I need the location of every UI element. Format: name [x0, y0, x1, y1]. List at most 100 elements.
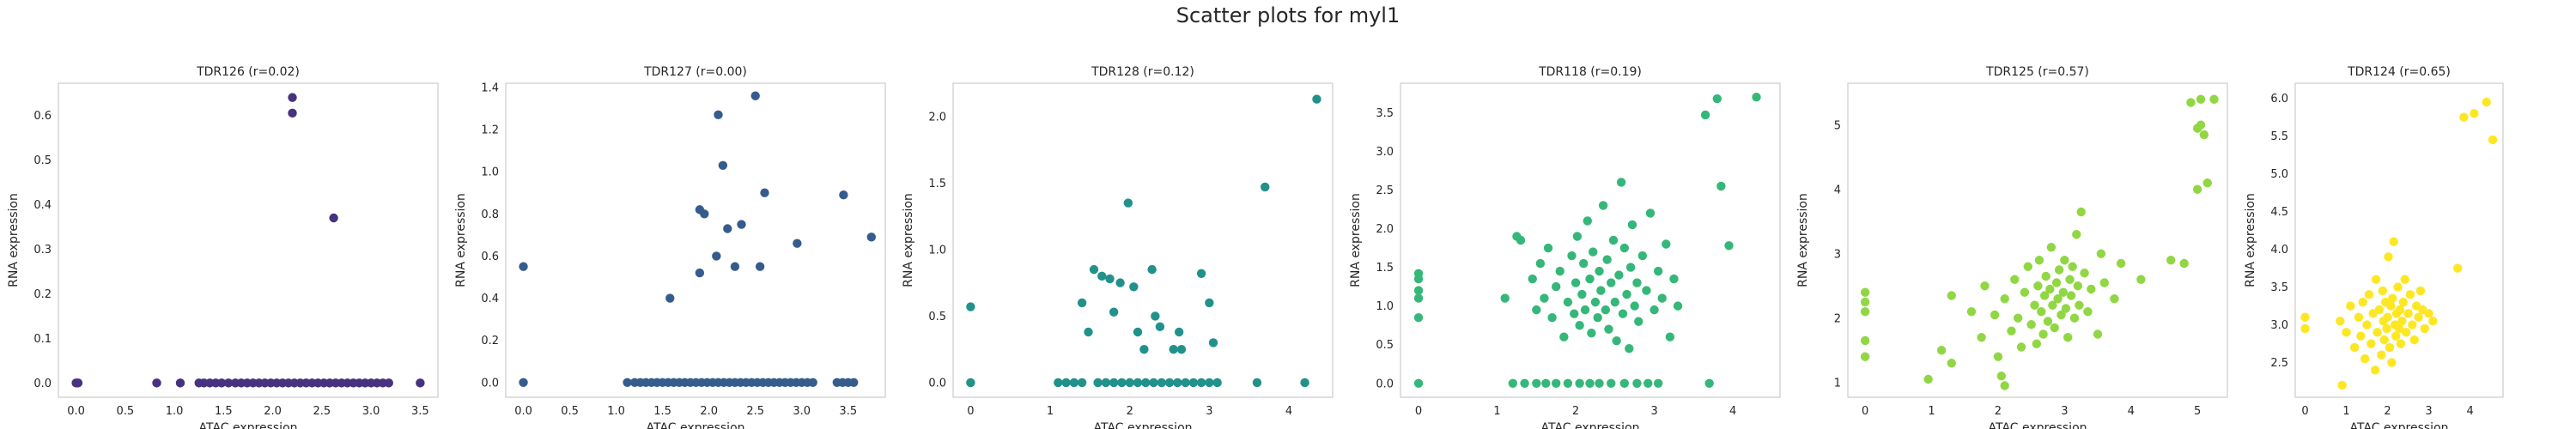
- data-point: [966, 302, 975, 311]
- data-point: [2087, 284, 2096, 294]
- data-point: [2428, 316, 2438, 326]
- data-point: [1860, 297, 1870, 307]
- data-point: [1619, 378, 1630, 388]
- data-point: [2023, 262, 2032, 271]
- y-axis-label: RNA expression: [902, 193, 915, 287]
- data-point: [1133, 378, 1143, 388]
- data-point: [1577, 289, 1587, 299]
- data-point: [1618, 309, 1628, 318]
- data-point: [1149, 378, 1158, 388]
- data-point: [2396, 339, 2406, 348]
- data-point: [1155, 322, 1165, 332]
- data-point: [1614, 270, 1624, 280]
- data-point: [1653, 266, 1663, 276]
- data-point: [1596, 286, 1606, 295]
- data-point: [1612, 335, 1621, 346]
- data-point: [1181, 378, 1190, 388]
- y-tick-label: 3.5: [2270, 281, 2288, 294]
- data-point: [1996, 372, 2007, 381]
- data-point: [1724, 241, 1734, 251]
- data-point: [2013, 313, 2023, 323]
- data-point: [1653, 378, 1663, 388]
- x-tick-label: 0: [2301, 405, 2308, 418]
- panel-title: TDR128 (r=0.12): [1091, 65, 1194, 79]
- x-tick-label: 2: [1127, 405, 1133, 418]
- x-tick-label: 3: [1206, 405, 1212, 418]
- data-point: [1610, 297, 1620, 307]
- data-point: [1645, 208, 1656, 218]
- data-point: [1947, 291, 1956, 300]
- y-tick-label: 3.0: [2270, 319, 2288, 332]
- y-tick-label: 1.0: [481, 166, 499, 179]
- data-point: [2010, 275, 2020, 284]
- data-point: [1563, 378, 1573, 388]
- data-point: [2048, 300, 2057, 310]
- data-point: [2046, 243, 2057, 252]
- data-point: [1704, 378, 1714, 388]
- figure-title: Scatter plots for myl1: [1176, 3, 1400, 27]
- data-point: [2196, 120, 2206, 130]
- data-point: [2026, 320, 2036, 329]
- data-point: [2041, 271, 2050, 281]
- data-point: [2209, 94, 2219, 104]
- y-tick-label: 2.0: [928, 111, 946, 124]
- x-tick-label: 3.0: [362, 405, 380, 418]
- x-tick-label: 2: [2384, 405, 2391, 418]
- data-point: [1101, 378, 1111, 388]
- data-point: [1129, 282, 1139, 292]
- data-point: [1413, 293, 1424, 303]
- data-point: [1413, 269, 1424, 278]
- data-point: [1700, 110, 1710, 120]
- data-point: [2459, 112, 2469, 122]
- data-point: [2382, 323, 2391, 334]
- y-tick-label: 5: [1834, 119, 1841, 132]
- y-tick-label: 1: [1834, 377, 1841, 390]
- data-point: [1543, 243, 1553, 253]
- data-point: [2075, 300, 2084, 310]
- data-point: [1947, 359, 1956, 368]
- data-point: [808, 378, 817, 388]
- data-point: [223, 378, 234, 388]
- data-point: [1109, 378, 1119, 388]
- data-point: [1532, 305, 1541, 315]
- data-point: [849, 378, 859, 388]
- data-point: [2408, 320, 2417, 329]
- panel-title: TDR125 (r=0.57): [1985, 65, 2089, 79]
- data-point: [1208, 338, 1218, 347]
- x-tick-label: 3: [2061, 405, 2068, 418]
- data-point: [1196, 269, 1206, 278]
- x-tick-label: 5: [2194, 405, 2201, 418]
- y-tick-label: 0.5: [1376, 339, 1394, 352]
- data-point: [1077, 298, 1087, 308]
- data-point: [1936, 346, 1947, 355]
- scatter-panel-1: TDR126 (r=0.02) 0.0 0.5 1.0 1.5 2.0 2.5 3.0 3.5 0…: [7, 65, 439, 429]
- data-point: [1571, 278, 1581, 287]
- data-point: [1716, 181, 1726, 191]
- data-point: [1261, 182, 1270, 192]
- data-point: [1173, 378, 1182, 388]
- data-point: [1625, 344, 1634, 353]
- data-point: [2166, 256, 2176, 265]
- x-tick-label: 1: [1928, 405, 1935, 418]
- data-point: [1634, 317, 1643, 326]
- data-point: [1174, 327, 1184, 337]
- data-point: [1141, 378, 1151, 388]
- y-axis-label: RNA expression: [1796, 193, 1810, 287]
- data-point: [288, 108, 297, 118]
- data-point: [1164, 378, 1175, 388]
- data-point: [1752, 93, 1761, 102]
- data-point: [1980, 281, 1990, 291]
- y-tick-label: 2: [1834, 312, 1841, 325]
- y-tick-label: 0.6: [33, 110, 52, 123]
- data-point: [1089, 264, 1099, 275]
- data-point: [2393, 282, 2403, 292]
- data-point: [1593, 312, 1602, 323]
- y-tick-label: 3.5: [1376, 107, 1394, 120]
- y-tick-label: 1.0: [928, 244, 946, 257]
- data-point: [1572, 232, 1583, 241]
- data-point: [1575, 320, 1584, 330]
- y-tick-label: 0.1: [33, 333, 52, 346]
- data-point: [1627, 220, 1637, 230]
- y-tick-label: 0.4: [33, 199, 52, 212]
- data-point: [2053, 294, 2063, 304]
